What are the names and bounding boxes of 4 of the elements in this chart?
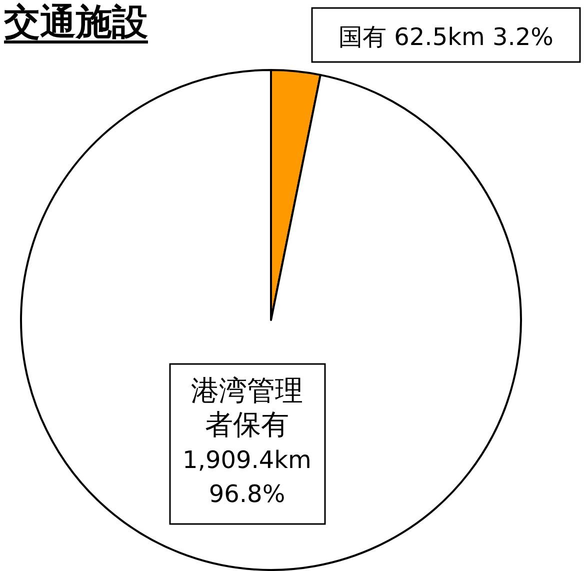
slice-label: 国有 62.5km 3.2%	[338, 23, 554, 51]
chart-title: 交通施設	[3, 2, 148, 43]
data-label: 1,909.4km 96.8%	[182, 446, 312, 508]
slice-label: 港湾管理者保有	[191, 374, 303, 441]
